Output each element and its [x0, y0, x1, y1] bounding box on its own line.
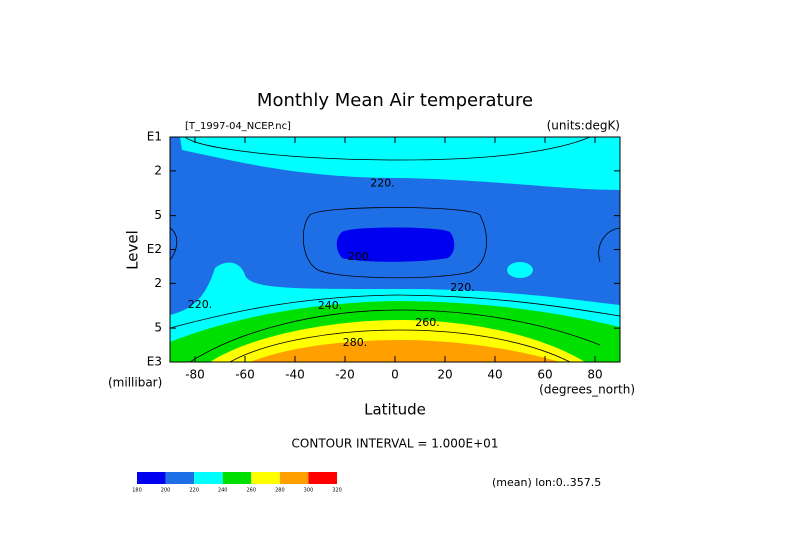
contour-band [180, 137, 620, 190]
colorbar-box [279, 472, 309, 484]
chart-title: Monthly Mean Air temperature [257, 90, 533, 111]
contour-line [302, 207, 487, 279]
contour-label: 260. [415, 316, 440, 329]
y-axis-label: Level [124, 230, 142, 270]
x-tick-label: 60 [537, 368, 552, 382]
colorbar-box [251, 472, 280, 484]
contour-line [229, 329, 571, 362]
colorbar-label: 240 [218, 488, 228, 494]
colorbar-box [194, 472, 223, 484]
colorbar-label: 200 [161, 488, 171, 494]
interval-label: CONTOUR INTERVAL = 1.000E+01 [292, 437, 499, 451]
colorbar-label: 220 [189, 488, 199, 494]
contour-label: 220. [450, 281, 475, 294]
contour-band [336, 227, 455, 262]
x-tick-label: 0 [391, 368, 399, 382]
contour-label: 280. [343, 336, 368, 349]
contour-label: 220. [370, 177, 395, 190]
note: (mean) lon:0..357.5 [492, 476, 601, 489]
x-tick-label: 40 [487, 368, 502, 382]
y-tick-label: 2 [154, 276, 162, 290]
y-tick-label: E3 [147, 355, 162, 369]
y-tick-label: 5 [154, 208, 162, 222]
x-tick-label: 20 [437, 368, 452, 382]
x-unit-label: (degrees_north) [539, 383, 635, 397]
contour-lines [170, 137, 620, 362]
y-tick-label: 5 [154, 321, 162, 335]
colorbar-label: 320 [332, 488, 342, 494]
contour-label: 200. [348, 250, 373, 263]
contour-label: 240. [318, 299, 343, 312]
x-tick-label: -60 [235, 368, 255, 382]
x-axis-label: Latitude [364, 401, 426, 419]
x-tick-label: -20 [335, 368, 355, 382]
colorbar-label: 260 [247, 488, 257, 494]
colorbar-box [222, 472, 252, 484]
contour-label: 220. [188, 298, 213, 311]
y-tick-label: E2 [147, 242, 162, 256]
colorbar-label: 180 [132, 488, 142, 494]
x-tick-label: -80 [185, 368, 205, 382]
y-tick-label: 2 [154, 163, 162, 177]
contour-line [184, 137, 591, 161]
contour-line [170, 227, 178, 261]
x-tick-label: -40 [285, 368, 305, 382]
contour-band [250, 340, 560, 362]
colorbar-label: 300 [304, 488, 314, 494]
contour-line [170, 294, 620, 329]
contour-line [598, 227, 620, 263]
contour-line [189, 309, 601, 362]
contour-fills [170, 137, 620, 362]
source-label: [T_1997-04_NCEP.nc] [185, 121, 291, 132]
y-tick-label: E1 [147, 130, 162, 144]
contour-band [507, 262, 533, 278]
colorbar-box [308, 472, 337, 484]
colorbar-label: 280 [275, 488, 285, 494]
x-tick-label: 80 [587, 368, 602, 382]
colorbar-box [137, 472, 166, 484]
units-label: (units:degK) [547, 119, 620, 133]
colorbar-box [165, 472, 195, 484]
y-unit-label: (millibar) [108, 376, 162, 390]
